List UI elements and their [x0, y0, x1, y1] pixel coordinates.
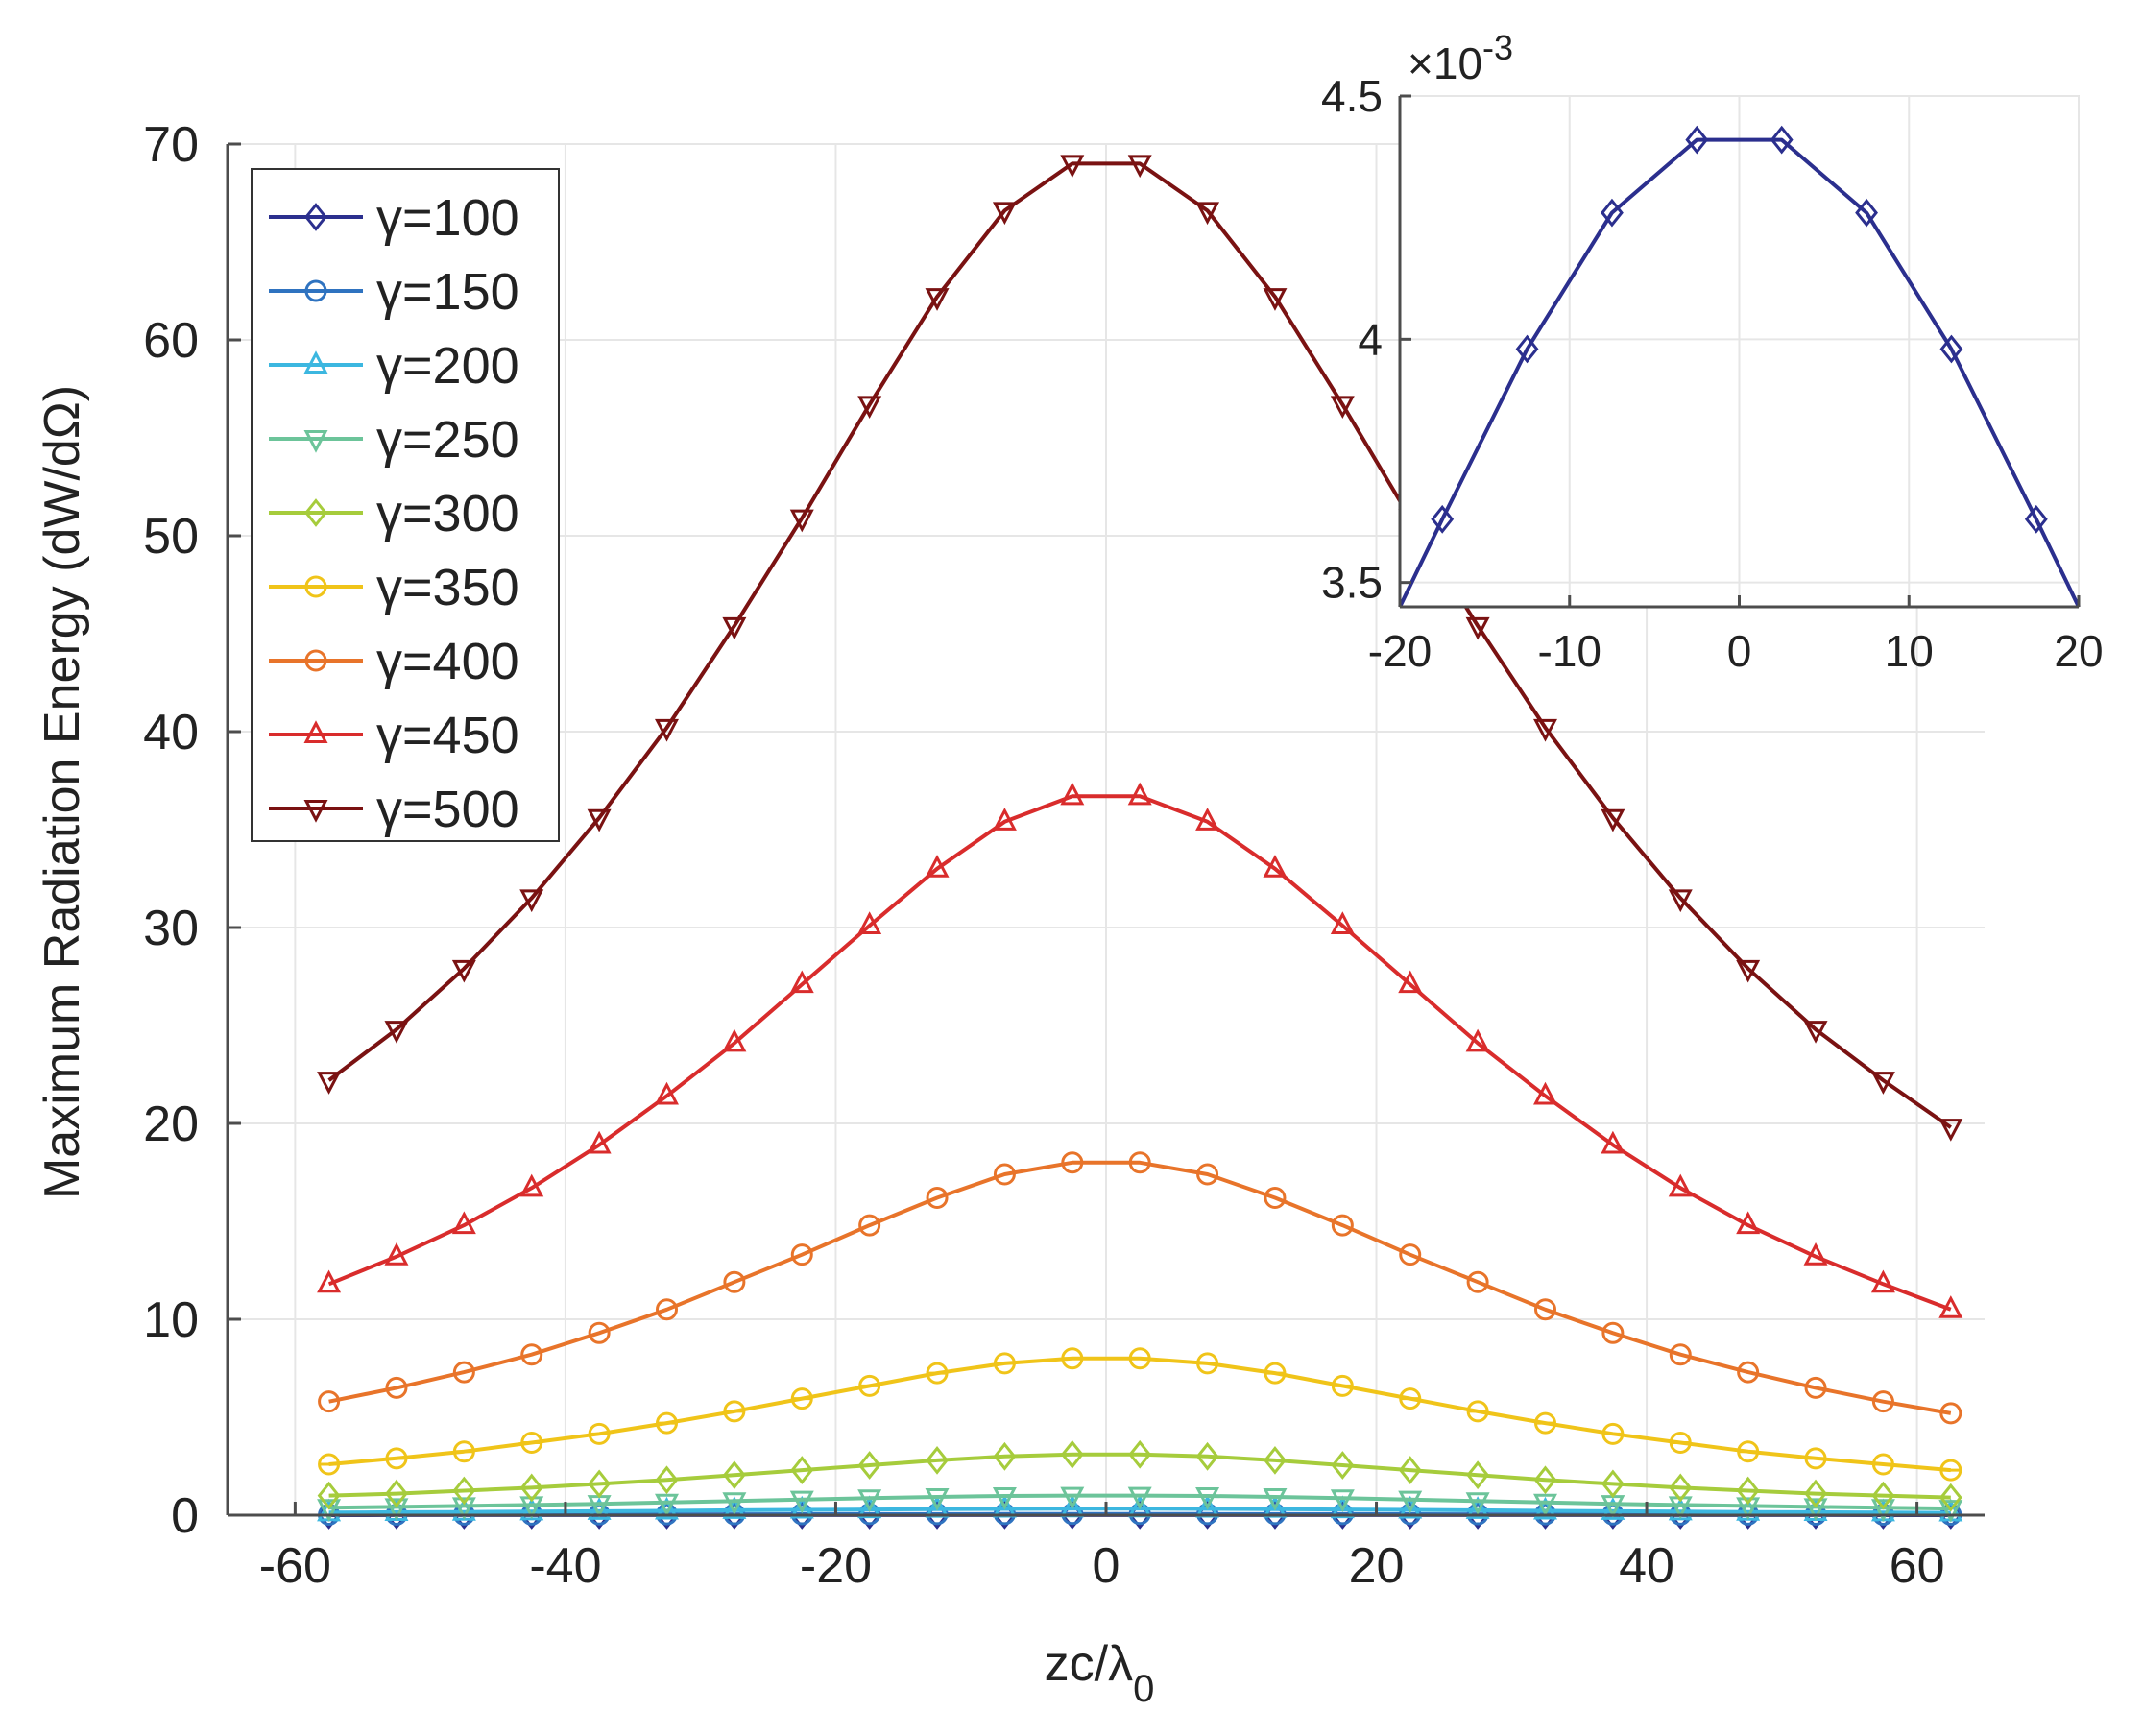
inset-x-tick-label: 20 — [2054, 626, 2103, 676]
inset-y-tick-label: 4 — [1358, 314, 1383, 364]
main-x-tick-label: 0 — [1093, 1538, 1120, 1594]
x-label-subscript: 0 — [1133, 1668, 1154, 1710]
legend-label: γ=100 — [376, 189, 519, 247]
inset-x-tick-label: 0 — [1727, 626, 1752, 676]
main-y-tick-label: 30 — [143, 901, 199, 956]
main-y-tick-label: 10 — [143, 1292, 199, 1348]
main-y-tick-label: 50 — [143, 509, 199, 565]
legend-items: γ=100 γ=150 γ=200 γ=250 γ=300 γ=350 γ=400 γ=450… — [269, 189, 519, 838]
inset-multiplier-base: ×10 — [1408, 38, 1482, 88]
legend-label: γ=350 — [376, 559, 519, 616]
main-x-tick-label: -20 — [800, 1538, 872, 1594]
inset-x-tick-label: -20 — [1368, 626, 1432, 676]
main-y-tick-label: 40 — [143, 705, 199, 760]
inset-y-tick-label: 3.5 — [1321, 558, 1383, 608]
inset-y-tick-label: 4.5 — [1321, 71, 1383, 121]
main-x-tick-label: 60 — [1890, 1538, 1945, 1594]
main-x-tick-label: 40 — [1619, 1538, 1674, 1594]
legend-label: γ=500 — [376, 781, 519, 838]
inset-x-tick-label: -10 — [1538, 626, 1601, 676]
legend-label: γ=300 — [376, 485, 519, 542]
inset-x-tick-label: 10 — [1885, 626, 1934, 676]
main-y-tick-label: 70 — [143, 117, 199, 173]
main-y-tick-label: 20 — [143, 1097, 199, 1152]
legend-label: γ=250 — [376, 411, 519, 469]
legend-label: γ=150 — [376, 263, 519, 321]
legend-label: γ=400 — [376, 633, 519, 690]
main-y-tick-label: 60 — [143, 313, 199, 369]
main-x-tick-label: -60 — [259, 1538, 331, 1594]
inset-plot: -20 -10 0 10 20 3.5 4 4.5 ×10-3 — [1321, 28, 2104, 676]
main-y-tick-label: 0 — [171, 1488, 199, 1544]
main-y-axis-label: Maximum Radiation Energy (dW/dΩ) — [35, 385, 90, 1199]
legend: γ=100 γ=150 γ=200 γ=250 γ=300 γ=350 γ=400 γ=450… — [252, 169, 559, 841]
legend-label: γ=450 — [376, 707, 519, 764]
legend-label: γ=200 — [376, 337, 519, 395]
x-label-main-text: zc/λ — [1045, 1636, 1133, 1692]
main-x-tick-label: -40 — [529, 1538, 601, 1594]
inset-multiplier-exponent: -3 — [1482, 28, 1513, 67]
main-x-tick-label: 20 — [1349, 1538, 1405, 1594]
chart: -60 -40 -20 0 20 40 60 010203040506070 zc/λ0 M… — [0, 0, 2143, 1736]
